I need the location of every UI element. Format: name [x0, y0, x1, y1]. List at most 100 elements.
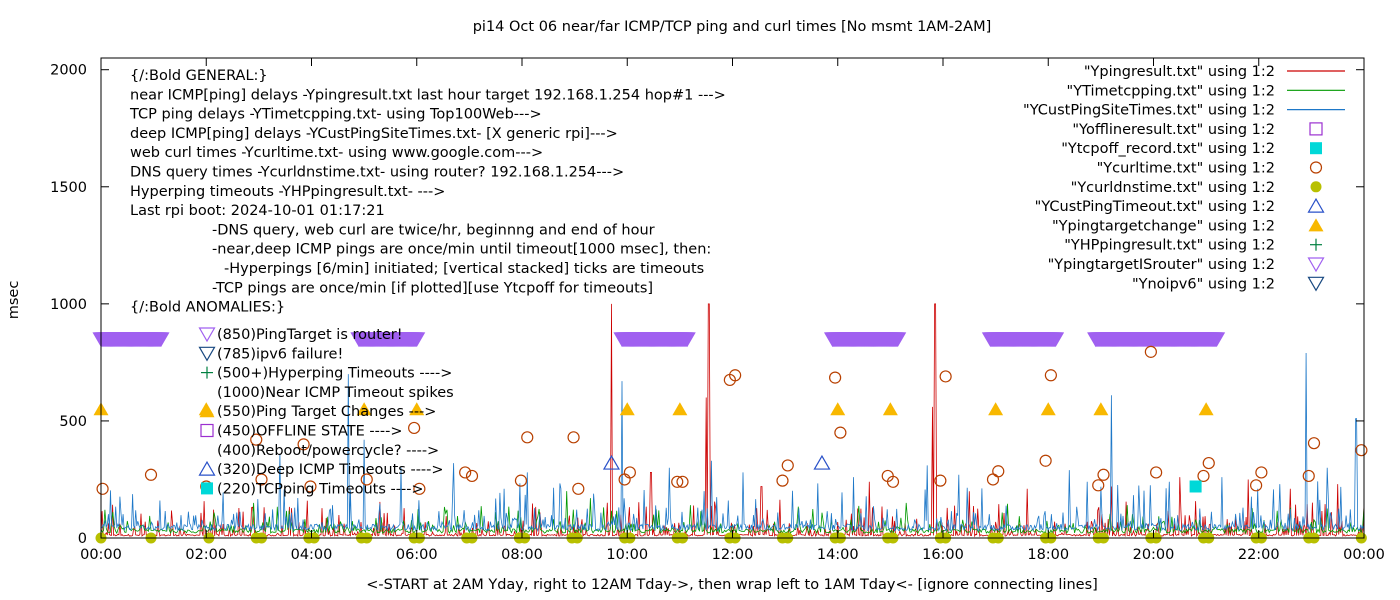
series-2-marker — [572, 482, 585, 495]
series-2-marker — [776, 474, 789, 487]
series-2-marker — [1255, 466, 1268, 479]
anomaly-key-label: (785)ipv6 failure! — [217, 346, 343, 362]
legend-label: "Ypingresult.txt" using 1:2 — [1084, 64, 1275, 80]
series-0-marker — [889, 332, 907, 348]
legend-label: "Ycurldnstime.txt" using 1:2 — [1071, 180, 1275, 196]
series-2-marker — [1302, 469, 1315, 483]
anomaly-key-marker — [201, 366, 213, 379]
series-2-marker — [1355, 444, 1368, 457]
anomaly-key-label: (850)PingTarget is router! — [217, 327, 403, 343]
annotation-line: -TCP pings are once/min [if plotted][use… — [212, 280, 653, 296]
series-2-marker — [250, 433, 263, 446]
series-2-marker — [1144, 345, 1157, 358]
anomaly-key-marker — [198, 460, 216, 476]
y-tick-label: 2000 — [50, 63, 87, 79]
x-tick-label: 20:00 — [1133, 547, 1175, 563]
x-tick-label: 14:00 — [817, 547, 859, 563]
anomaly-key-label: (550)Ping Target Changes ---> — [217, 404, 436, 420]
series-0-marker — [1208, 332, 1226, 348]
y-tick-label: 1500 — [50, 180, 87, 196]
legend-marker — [1309, 161, 1323, 174]
y-tick-label: 0 — [78, 531, 87, 547]
legend-label: "YTimetcpping.txt" using 1:2 — [1067, 83, 1275, 99]
series-2-marker — [1307, 437, 1321, 450]
x-tick-label: 08:00 — [501, 547, 543, 563]
legend-label: "YHPpingresult.txt" using 1:2 — [1064, 238, 1275, 254]
x-tick-label: 06:00 — [396, 547, 438, 563]
series-1-marker — [882, 402, 898, 416]
legend-label: "Ypingtargetchange" using 1:2 — [1052, 218, 1275, 234]
series-0-marker — [152, 332, 170, 348]
series-2-marker — [144, 468, 158, 481]
anomaly-key-label: (400)Reboot/powercycle? ----> — [217, 443, 439, 459]
series-2-marker — [1150, 466, 1163, 479]
series-2-marker — [829, 371, 842, 384]
legend-marker — [1307, 257, 1325, 273]
series-1-marker — [619, 402, 635, 416]
legend: "Ypingresult.txt" using 1:2 "YTimetcpping… — [1023, 64, 1345, 292]
series-2-marker — [408, 421, 421, 435]
anomaly-key-label: (220)TCPping Timeouts ----> — [217, 481, 424, 497]
legend-marker — [1310, 181, 1322, 193]
annotation-line: near ICMP[ping] delays -Ypingresult.txt … — [130, 87, 726, 103]
annotation-line: DNS query times -Ycurldnstime.txt- using… — [130, 165, 624, 181]
anomaly-key: (850)PingTarget is router! (785)ipv6 fail… — [198, 327, 454, 497]
legend-marker — [1310, 238, 1322, 251]
series-2-marker — [96, 482, 109, 495]
series-1-marker — [1040, 402, 1056, 416]
legend-label: "Yofflineresult.txt" using 1:2 — [1072, 122, 1275, 138]
series-1-marker — [409, 402, 425, 416]
series-1-marker — [988, 402, 1004, 416]
anomaly-key-marker — [199, 404, 215, 418]
x-tick-label: 00:00 — [80, 547, 122, 563]
series-2-marker — [1039, 454, 1052, 467]
series-2-marker — [618, 473, 631, 486]
y-axis-label: msec — [6, 281, 22, 320]
series-0-marker — [1047, 332, 1065, 348]
y-tick-label: 1000 — [50, 297, 87, 313]
legend-marker — [1309, 122, 1323, 136]
legend-label: "Ycurltime.txt" using 1:2 — [1097, 161, 1275, 177]
series-2-marker — [623, 466, 636, 479]
series-2-marker — [1250, 479, 1263, 492]
series-2-marker — [992, 465, 1005, 478]
anomaly-key-marker — [200, 423, 214, 438]
series-2-marker — [521, 431, 534, 444]
legend-marker — [1308, 218, 1324, 232]
series-2-marker — [465, 469, 479, 483]
annotation-line: Hyperping timeouts -YHPpingresult.txt- -… — [130, 184, 445, 200]
anomaly-key-label: (1000)Near ICMP Timeout spikes — [217, 385, 454, 401]
series-1-marker — [830, 402, 846, 416]
series-2-marker — [1097, 468, 1110, 481]
annotation-line: -near,deep ICMP pings are once/min until… — [212, 242, 711, 258]
annotations: {/:Bold GENERAL:} near ICMP[ping] delays … — [129, 68, 726, 316]
legend-label: "YCustPingSiteTimes.txt" using 1:2 — [1023, 103, 1275, 119]
series-line-8 — [100, 352, 1365, 533]
x-tick-label: 00:00 — [1343, 547, 1385, 563]
series-2-marker — [413, 482, 426, 495]
annotation-line: Last rpi boot: 2024-10-01 01:17:21 — [130, 203, 385, 219]
legend-label: "Ytcpoff_record.txt" using 1:2 — [1061, 141, 1275, 157]
series-1-marker — [672, 402, 688, 416]
y-tick-label: 500 — [59, 414, 87, 430]
x-tick-label: 22:00 — [1238, 547, 1280, 563]
anomaly-key-label: (320)Deep ICMP Timeouts ----> — [217, 462, 444, 478]
x-tick-label: 10:00 — [606, 547, 648, 563]
legend-label: "YCustPingTimeout.txt" using 1:2 — [1035, 199, 1275, 215]
series-2-marker — [297, 438, 310, 451]
series-2-marker — [671, 475, 684, 488]
series-2-marker — [986, 473, 1000, 486]
plot-data — [92, 303, 1368, 544]
axes: 00:00 02:00 04:00 06:00 08:00 10:00 12:00 14:00… — [50, 58, 1385, 563]
annotation-line: TCP ping delays -YTimetcpping.txt- using… — [129, 107, 542, 123]
series-2-marker — [514, 474, 528, 487]
anomaly-key-marker — [201, 482, 213, 495]
series-2-marker — [304, 480, 317, 493]
series-5-marker — [1189, 480, 1202, 493]
series-2-marker — [567, 431, 580, 444]
anomaly-key-label: (450)OFFLINE STATE ----> — [217, 424, 403, 440]
series-2-marker — [729, 369, 742, 382]
series-2-marker — [255, 473, 268, 486]
series-1-marker — [1198, 402, 1214, 416]
